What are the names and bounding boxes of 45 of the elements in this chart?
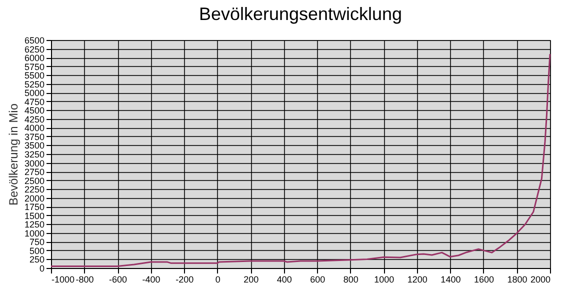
x-tick-label: -200 [176, 274, 194, 284]
y-tick-label: 3000 [24, 158, 44, 168]
x-tick-label: 0 [215, 274, 220, 284]
y-tick-label: 6000 [24, 53, 44, 64]
x-tick-label: 200 [244, 274, 259, 284]
x-tick-label: 600 [310, 274, 326, 284]
y-tick-label: 4250 [24, 114, 44, 124]
y-tick-label: 250 [29, 254, 44, 265]
chart-title: Bevölkerungsentwicklung [198, 4, 402, 24]
y-tick-label: 6500 [24, 36, 44, 46]
x-tick-label: -800 [76, 274, 94, 284]
x-tick-label: -400 [142, 274, 160, 284]
y-tick-label: 5500 [24, 70, 44, 81]
x-tick-label: -600 [109, 274, 128, 284]
y-tick-label: 3750 [24, 132, 44, 142]
y-tick-label: 6250 [24, 44, 44, 54]
y-tick-label: 1000 [24, 228, 44, 238]
x-tick-label: 1600 [474, 274, 494, 284]
y-tick-label: 4500 [24, 106, 44, 116]
y-tick-label: 5750 [24, 62, 44, 72]
y-tick-label: 1500 [24, 210, 44, 221]
y-tick-label: 5250 [24, 79, 44, 90]
x-tick-label: 800 [343, 274, 358, 284]
y-tick-label: 2750 [24, 167, 44, 178]
x-tick-label: 1800 [507, 274, 528, 284]
x-tick-label: 1400 [440, 274, 461, 284]
y-tick-label: 2250 [24, 184, 44, 195]
y-tick-label: 4750 [24, 96, 44, 107]
y-tick-label: 500 [29, 246, 44, 256]
y-tick-label: 3250 [24, 150, 44, 160]
x-tick-label: 2000 [530, 274, 550, 284]
y-tick-label: 1750 [24, 202, 44, 212]
y-tick-label: 3500 [24, 140, 44, 151]
y-axis-title: Bevölkerung in Mio [6, 103, 20, 206]
y-tick-label: 2000 [24, 193, 44, 204]
x-tick-label: -1000 [52, 274, 75, 284]
y-tick-label: 2500 [24, 176, 44, 186]
x-tick-label: 400 [276, 274, 292, 284]
y-tick-label: 1250 [24, 220, 44, 230]
y-tick-label: 750 [29, 237, 44, 248]
x-tick-label: 1000 [374, 274, 394, 284]
x-tick-label: 1200 [407, 274, 428, 284]
y-tick-label: 0 [39, 264, 44, 274]
y-tick-label: 5000 [24, 88, 44, 98]
y-tick-label: 4000 [24, 123, 44, 134]
